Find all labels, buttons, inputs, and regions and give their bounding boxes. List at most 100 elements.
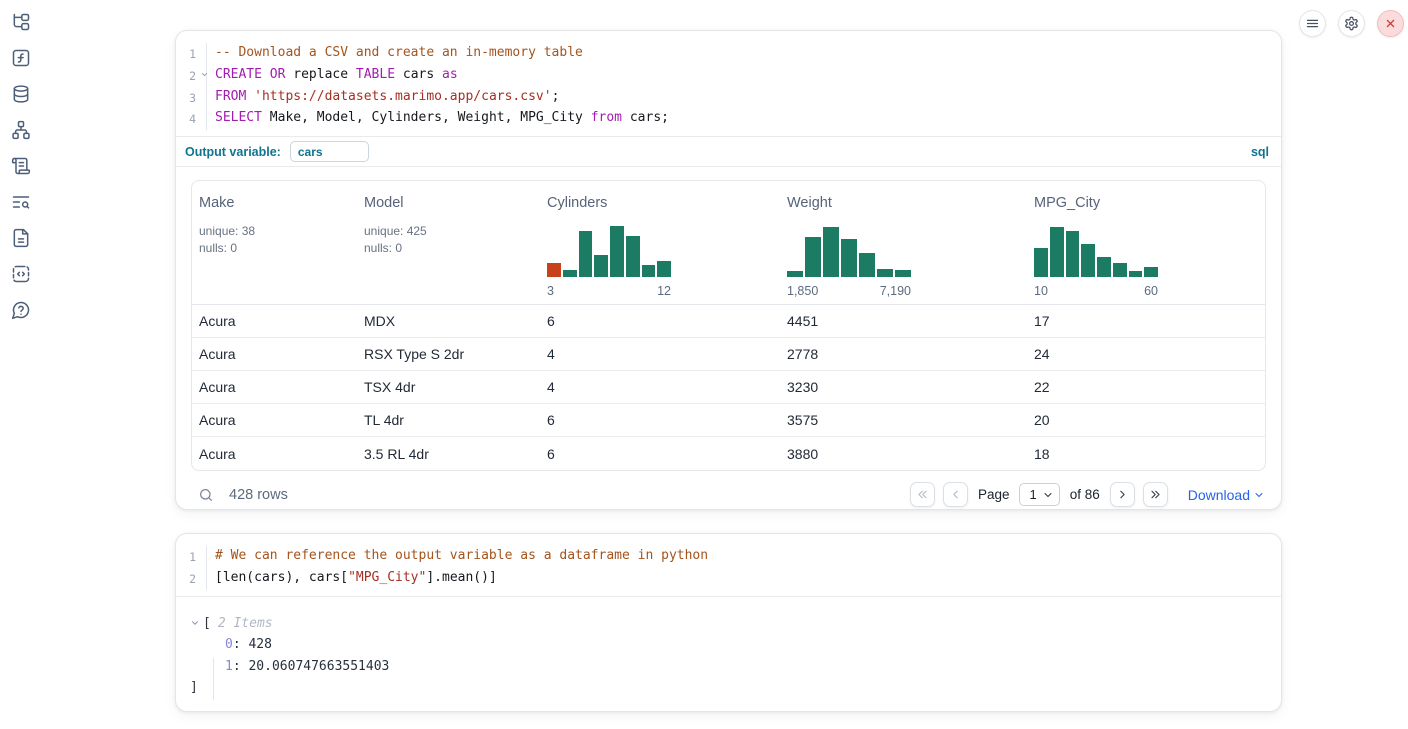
dependency-graph-button[interactable] xyxy=(8,117,34,143)
table-row[interactable]: Acura MDX 6 4451 17 xyxy=(192,305,1265,339)
column-title: Cylinders xyxy=(547,195,608,212)
column-stats: unique: 425 nulls: 0 xyxy=(364,224,427,255)
histogram-weight[interactable] xyxy=(787,224,911,278)
table-cell: 18 xyxy=(1034,445,1050,462)
item-value: : 20.060747663551403 xyxy=(232,658,390,674)
window-controls xyxy=(1299,10,1404,37)
item-key: 1 xyxy=(225,658,233,674)
table-cell: Acura xyxy=(199,379,236,396)
histogram-bar xyxy=(805,237,821,278)
document-icon xyxy=(11,228,31,248)
histogram-bar xyxy=(877,268,893,278)
menu-icon xyxy=(1305,16,1320,31)
search-icon[interactable] xyxy=(198,487,214,503)
scroll-logs-button[interactable] xyxy=(8,153,34,179)
function-square-button[interactable] xyxy=(8,45,34,71)
column-stats: unique: 38 nulls: 0 xyxy=(199,224,256,255)
fold-chevron-icon[interactable] xyxy=(200,70,209,79)
prev-page-button[interactable] xyxy=(942,482,968,508)
histogram-bar xyxy=(895,270,911,278)
histogram-bar xyxy=(594,254,608,278)
sidebar xyxy=(0,0,42,729)
histogram-bar xyxy=(1049,226,1064,278)
histogram-bar xyxy=(562,270,577,278)
indent-guide xyxy=(213,658,214,701)
code-line: 4 SELECT Make, Model, Cylinders, Weight, … xyxy=(176,108,1281,131)
table-cell: 20 xyxy=(1034,412,1050,429)
table-cell: Acura xyxy=(199,412,236,429)
shutdown-button[interactable] xyxy=(1377,10,1404,37)
table-row[interactable]: Acura 3.5 RL 4dr 6 3880 18 xyxy=(192,437,1265,470)
database-button[interactable] xyxy=(8,81,34,107)
table-footer: 428 rows Page 1 of 86 Download xyxy=(176,471,1281,518)
table-row[interactable]: Acura TSX 4dr 4 3230 22 xyxy=(192,371,1265,405)
column-header-mpg_city[interactable]: MPG_City 10 60 xyxy=(1027,181,1265,304)
code-snippets-button[interactable] xyxy=(8,261,34,287)
pagination: Page 1 of 86 Download xyxy=(909,482,1265,508)
histogram-bar xyxy=(547,263,561,278)
document-button[interactable] xyxy=(8,225,34,251)
language-badge[interactable]: sql xyxy=(1250,144,1269,159)
close-bracket: ] xyxy=(190,680,198,696)
column-title: Weight xyxy=(787,195,832,212)
output-tree-header: [ 2 Items xyxy=(190,613,1281,635)
histogram-bar xyxy=(1081,244,1095,278)
column-header-weight[interactable]: Weight 1,850 7,190 xyxy=(780,181,1027,304)
sql-code-editor[interactable]: 1 -- Download a CSV and create an in-memo… xyxy=(176,31,1281,136)
table-body: Acura MDX 6 4451 17 Acura RSX Type S 2dr 4 2778 2… xyxy=(192,305,1265,470)
last-page-button[interactable] xyxy=(1142,482,1168,508)
page-total-label: of 86 xyxy=(1069,487,1100,503)
help-bubble-button[interactable] xyxy=(8,297,34,323)
file-tree-button[interactable] xyxy=(8,9,34,35)
items-count-label: 2 Items xyxy=(217,615,273,631)
histogram-bar xyxy=(1128,270,1143,278)
table-cell: 2778 xyxy=(787,346,819,363)
table-row[interactable]: Acura TL 4dr 6 3575 20 xyxy=(192,404,1265,438)
table-cell: TSX 4dr xyxy=(364,379,416,396)
download-label: Download xyxy=(1187,486,1250,503)
menu-button[interactable] xyxy=(1299,10,1326,37)
collapse-chevron-icon[interactable] xyxy=(190,618,201,628)
output-tree-item: 1: 20.060747663551403 xyxy=(190,656,1281,678)
settings-button[interactable] xyxy=(1338,10,1365,37)
column-header-cylinders[interactable]: Cylinders 3 12 xyxy=(540,181,780,304)
output-variable-row: Output variable: sql xyxy=(176,136,1281,168)
histogram-bar xyxy=(1112,262,1127,278)
code-text: FROM 'https://datasets.marimo.app/cars.c… xyxy=(206,86,1281,109)
table-cell: 3.5 RL 4dr xyxy=(364,445,429,462)
database-icon xyxy=(11,84,31,104)
code-text: SELECT Make, Model, Cylinders, Weight, M… xyxy=(206,108,1281,131)
sql-cell: 1 -- Download a CSV and create an in-memo… xyxy=(175,30,1282,510)
histogram-mpg_city[interactable] xyxy=(1034,224,1158,278)
histogram-bar xyxy=(841,239,857,278)
code-line: 2 CREATE OR replace TABLE cars as xyxy=(176,64,1281,87)
settings-icon xyxy=(1344,16,1359,31)
histogram-bar xyxy=(625,235,640,278)
histogram-bar xyxy=(657,261,671,278)
histogram-cylinders[interactable] xyxy=(547,224,671,278)
next-page-button[interactable] xyxy=(1109,482,1135,508)
dependency-graph-icon xyxy=(11,120,31,140)
table-cell: TL 4dr xyxy=(364,412,404,429)
function-square-icon xyxy=(11,48,31,68)
table-cell: 3880 xyxy=(787,445,819,462)
table-cell: RSX Type S 2dr xyxy=(364,346,465,363)
table-cell: MDX xyxy=(364,313,396,330)
download-button[interactable]: Download xyxy=(1188,487,1265,503)
code-text: # We can reference the output variable a… xyxy=(206,546,1281,568)
column-title: Make xyxy=(199,195,235,212)
output-variable-label: Output variable: xyxy=(185,144,281,159)
list-search-button[interactable] xyxy=(8,189,34,215)
python-cell: 1 # We can reference the output variable … xyxy=(175,533,1282,712)
python-code-editor[interactable]: 1 # We can reference the output variable … xyxy=(176,534,1281,596)
column-header-make[interactable]: Make unique: 38 nulls: 0 xyxy=(192,181,357,304)
close-icon xyxy=(1383,16,1398,31)
output-variable-input[interactable] xyxy=(289,141,369,163)
table-row[interactable]: Acura RSX Type S 2dr 4 2778 24 xyxy=(192,338,1265,372)
column-header-model[interactable]: Model unique: 425 nulls: 0 xyxy=(357,181,540,304)
page-select[interactable]: 1 xyxy=(1019,483,1060,507)
list-search-icon xyxy=(11,192,31,212)
code-text: [len(cars), cars["MPG_City"].mean()] xyxy=(206,567,1281,590)
first-page-button[interactable] xyxy=(909,482,935,508)
table-cell: 24 xyxy=(1034,346,1050,363)
